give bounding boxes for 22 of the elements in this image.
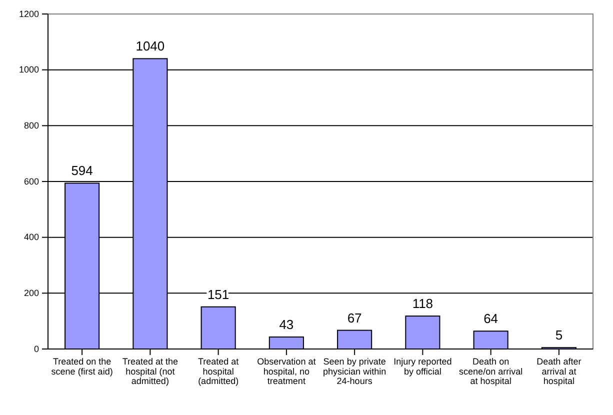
y-tick-label: 200 — [24, 288, 39, 298]
x-tick-label: Injury reported by official — [394, 356, 452, 376]
y-tick-label: 800 — [24, 120, 39, 131]
data-label: 64 — [484, 311, 498, 326]
data-label: 5 — [555, 328, 563, 343]
x-tick-label: Treated at hospital (admitted) — [198, 356, 240, 386]
data-label: 1040 — [136, 38, 165, 54]
y-tick-label: 600 — [24, 176, 39, 186]
y-tick-label: 1000 — [18, 64, 39, 75]
x-tick-label: Treated on the scene (first aid) — [51, 356, 113, 376]
y-tick-label: 0 — [34, 344, 39, 354]
x-tick-label: Observation at hospital, no treatment — [257, 356, 316, 386]
x-tick-label: Treated at the hospital (not admitted) — [122, 356, 178, 386]
y-tick-label: 400 — [24, 232, 39, 242]
data-label: 43 — [279, 316, 294, 332]
y-tick-label: 1200 — [18, 8, 39, 19]
x-tick-label: Death on scene/on arrival at hospital — [459, 356, 523, 386]
x-tick-label: Seen by private physician within 24-hours — [323, 356, 386, 386]
data-label: 118 — [412, 296, 434, 312]
data-label: 594 — [71, 163, 93, 178]
data-label: 67 — [347, 310, 362, 326]
x-tick-label: Death after arrival at hospital — [536, 356, 582, 386]
